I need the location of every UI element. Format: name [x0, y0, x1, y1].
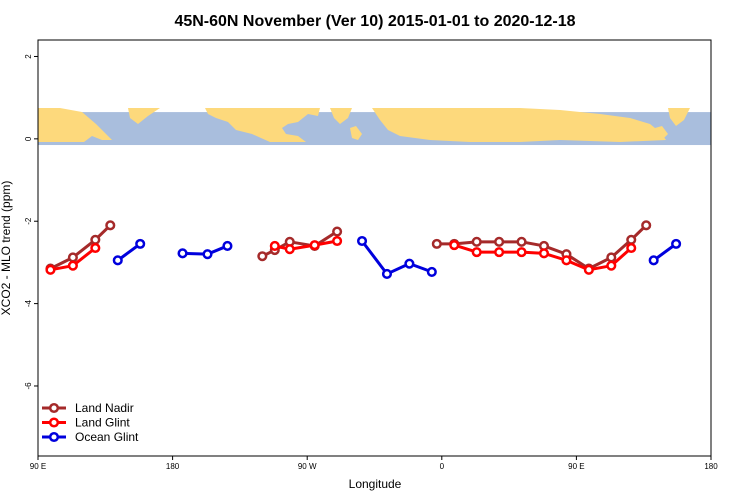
land-glint-point [67, 260, 78, 271]
land-nadir-point [606, 252, 617, 263]
land-nadir-point [641, 220, 652, 231]
x-tick-label: 180 [166, 462, 180, 471]
land-glint-point [284, 244, 295, 255]
series-layer [45, 220, 682, 279]
land-glint-point [45, 264, 56, 275]
land-glint-point [626, 242, 637, 254]
ocean-glint-point [404, 258, 415, 269]
ocean-glint-point [202, 249, 213, 260]
plot-frame [37, 39, 712, 457]
x-tick-label: 90 E [568, 462, 584, 471]
series-ocean-glint [112, 235, 682, 279]
legend-swatch-marker [48, 431, 60, 443]
y-tick-label: 0 [24, 136, 33, 141]
ocean-glint-point [356, 235, 368, 247]
y-axis-label: XCO2 - MLO trend (ppm) [0, 181, 13, 316]
legend-swatch-marker [48, 417, 60, 428]
land-glint-point [538, 248, 550, 259]
ocean-glint-point [222, 240, 233, 251]
ocean-glint-point [112, 255, 123, 266]
land-nadir-point [257, 251, 268, 262]
x-axis: 90 E 180 90 W 0 90 E 180 [30, 456, 718, 471]
y-axis: 2 0 -2 -4 -6 [24, 54, 38, 390]
land-glint-point [516, 247, 527, 258]
land-glint-point [606, 260, 617, 271]
map-band [38, 108, 711, 146]
land-nadir-line [49, 224, 112, 270]
ocean-glint-line [360, 240, 433, 276]
legend-item-land-glint: Land Glint [42, 416, 130, 430]
land-glint-point [449, 240, 460, 251]
land-nadir-point [105, 220, 116, 231]
land-glint-point [332, 235, 343, 247]
land-nadir-point [471, 236, 482, 247]
x-tick-label: 90 W [298, 462, 317, 471]
chart-title: 45N-60N November (Ver 10) 2015-01-01 to … [174, 13, 575, 30]
map-landmass [330, 108, 352, 124]
ocean-glint-point [671, 238, 682, 249]
legend-swatch-marker [48, 402, 60, 414]
map-landmass [372, 108, 666, 142]
land-nadir-point [494, 236, 505, 247]
map-landmass [128, 108, 160, 124]
land-nadir-point [90, 234, 101, 245]
land-glint-point [494, 247, 505, 258]
legend-label: Land Nadir [75, 401, 134, 415]
y-tick-label: 2 [24, 54, 33, 59]
land-glint-line [274, 239, 338, 251]
land-nadir-point [332, 226, 343, 237]
y-tick-label: -6 [24, 382, 33, 390]
y-tick-label: -2 [24, 217, 33, 225]
legend-item-ocean-glint: Ocean Glint [42, 430, 139, 444]
x-tick-label: 180 [704, 462, 718, 471]
land-nadir-point [67, 252, 78, 263]
land-nadir-point [431, 238, 442, 249]
land-glint-point [309, 240, 320, 251]
legend-label: Ocean Glint [75, 430, 139, 444]
land-glint-point [90, 242, 101, 254]
land-glint-point [561, 255, 572, 266]
x-axis-label: Longitude [349, 477, 402, 491]
x-tick-label: 0 [440, 462, 445, 471]
ocean-glint-point [135, 238, 146, 249]
legend-item-land-nadir: Land Nadir [42, 401, 134, 415]
map-landmass [655, 126, 668, 140]
land-nadir-point [626, 234, 637, 245]
map-landmass [38, 108, 112, 142]
legend-label: Land Glint [75, 416, 130, 430]
land-glint-point [269, 240, 280, 251]
land-glint-point [471, 247, 482, 258]
ocean-glint-point [177, 248, 188, 259]
ocean-glint-point [381, 268, 393, 279]
map-landmass [205, 108, 320, 142]
series-land-glint [45, 235, 637, 275]
map-landmass [350, 126, 362, 140]
map-landmass [668, 108, 690, 126]
land-nadir-point [516, 236, 527, 247]
y-tick-label: -4 [24, 300, 33, 308]
ocean-glint-point [648, 255, 659, 266]
x-tick-label: 90 E [30, 462, 46, 471]
land-glint-point [583, 264, 594, 275]
ocean-glint-point [426, 266, 437, 277]
